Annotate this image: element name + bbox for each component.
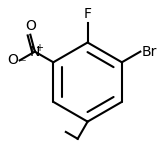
Text: ⁻: ⁻ [19, 58, 26, 71]
Text: +: + [35, 43, 43, 53]
Text: O: O [25, 19, 36, 33]
Text: Br: Br [142, 45, 157, 59]
Text: F: F [84, 7, 92, 21]
Text: O: O [7, 53, 18, 67]
Text: N: N [30, 45, 40, 59]
